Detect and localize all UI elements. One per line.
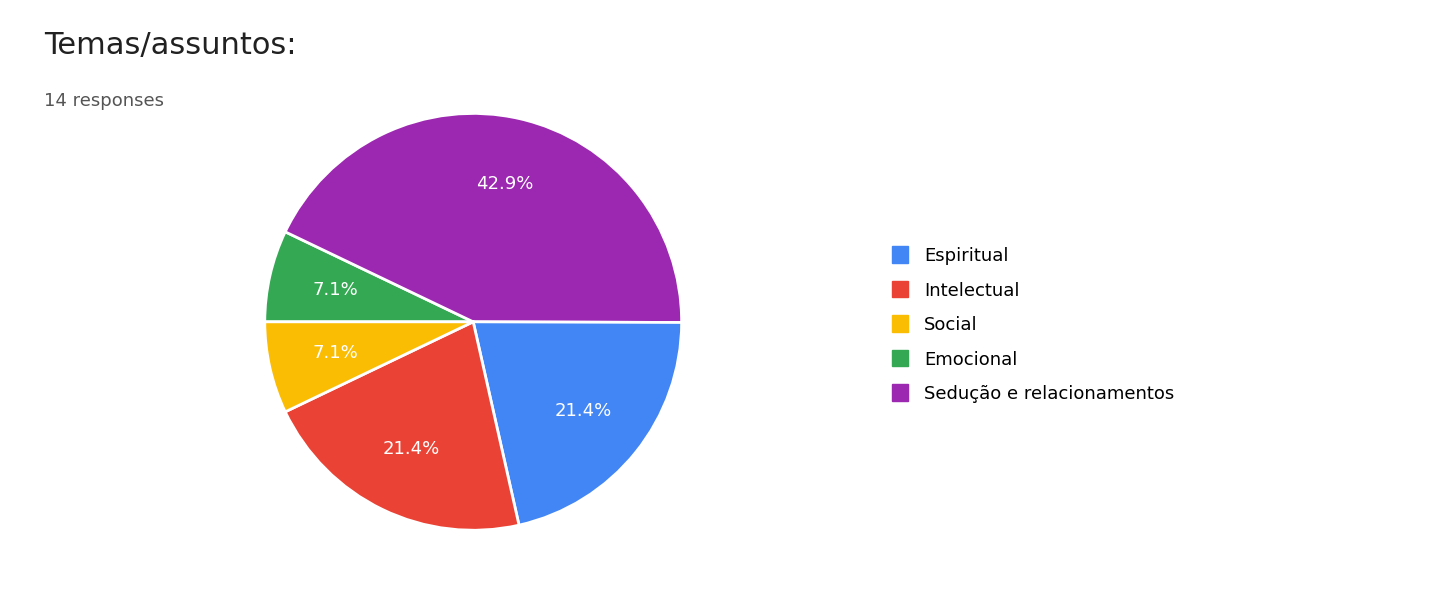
- Text: 7.1%: 7.1%: [312, 281, 358, 299]
- Text: 14 responses: 14 responses: [44, 92, 163, 110]
- Text: 42.9%: 42.9%: [476, 175, 533, 192]
- Wedge shape: [473, 322, 681, 525]
- Text: 21.4%: 21.4%: [383, 440, 440, 459]
- Legend: Espiritual, Intelectual, Social, Emocional, Sedução e relacionamentos: Espiritual, Intelectual, Social, Emocion…: [882, 238, 1184, 412]
- Text: Temas/assuntos:: Temas/assuntos:: [44, 31, 296, 59]
- Wedge shape: [285, 322, 518, 530]
- Text: 7.1%: 7.1%: [312, 345, 358, 362]
- Text: 21.4%: 21.4%: [555, 402, 613, 419]
- Wedge shape: [265, 322, 473, 412]
- Wedge shape: [265, 232, 473, 322]
- Wedge shape: [285, 113, 681, 322]
